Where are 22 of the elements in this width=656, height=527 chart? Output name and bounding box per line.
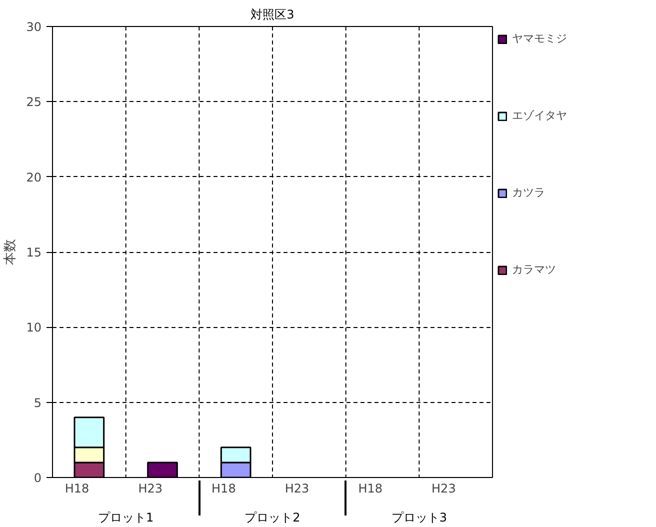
y-tick-label: 20 xyxy=(26,170,42,184)
x-tick-label: H23 xyxy=(138,482,163,496)
legend-label: ヤマモミジ xyxy=(512,31,568,46)
text: プロット3 xyxy=(391,510,447,524)
legend-label: カラマツ xyxy=(512,262,557,277)
chart-title: 対照区3 xyxy=(250,8,294,22)
y-axis-title: 本数 xyxy=(3,239,18,265)
text: プロット2 xyxy=(244,510,300,524)
legend-label: カツラ xyxy=(512,185,546,200)
legend-label: エゾイタヤ xyxy=(512,108,568,123)
x-tick-label: H23 xyxy=(432,482,456,496)
y-tick-label: 5 xyxy=(34,396,42,410)
x-tick-label: H18 xyxy=(64,482,90,496)
x-tick-label: H23 xyxy=(284,482,310,496)
y-tick-label: 30 xyxy=(26,20,42,34)
text: プロット1 xyxy=(98,510,154,524)
y-tick-label: 25 xyxy=(26,95,42,110)
y-tick-label: 15 xyxy=(26,246,42,260)
x-tick-label: H18 xyxy=(212,482,236,496)
y-tick-label: 10 xyxy=(26,320,42,335)
x-tick-label: H18 xyxy=(358,482,383,496)
y-tick-label: 0 xyxy=(34,471,42,485)
